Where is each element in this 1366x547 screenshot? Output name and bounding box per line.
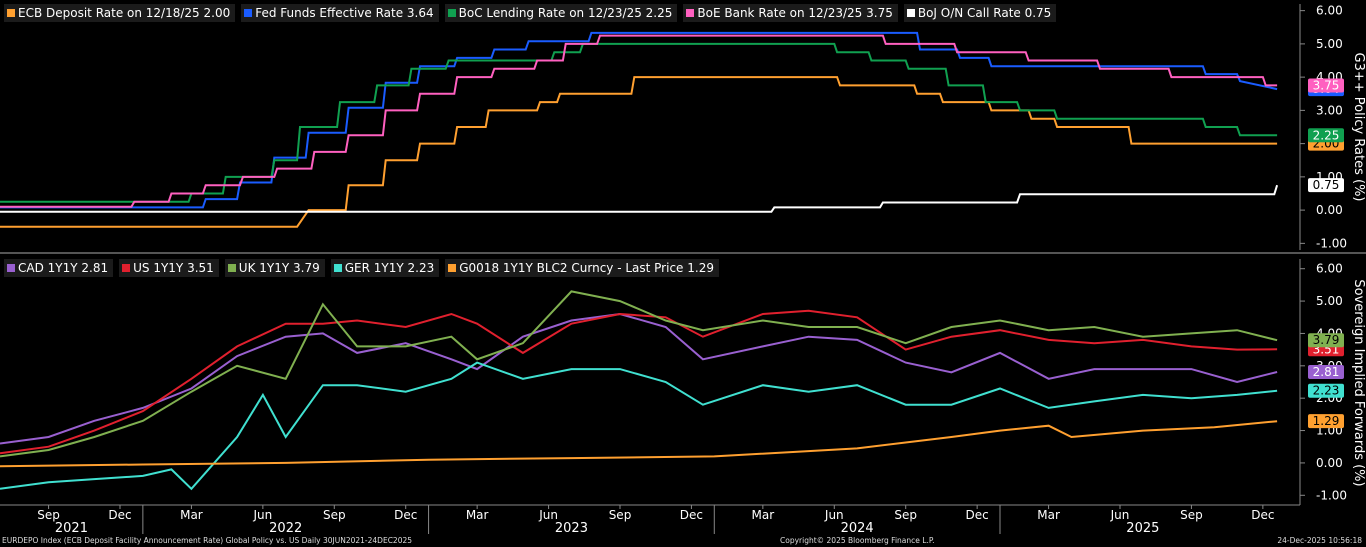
legend-label: G0018 1Y1Y BLC2 Curncy - Last Price 1.29 (459, 261, 714, 275)
legend-label: UK 1Y1Y 3.79 (238, 261, 320, 275)
y-tick-label: 3.00 (1316, 103, 1343, 117)
x-tick-label: Jun (252, 508, 272, 522)
last-value-label: 3.75 (1313, 78, 1340, 92)
series-line (0, 184, 1279, 213)
x-year-label: 2024 (841, 521, 874, 536)
x-tick-label: Dec (394, 508, 417, 522)
legend-label: BoJ O/N Call Rate 0.75 (917, 6, 1052, 20)
legend-item: US 1Y1Y 3.51 (119, 259, 219, 277)
last-value-tag (1308, 383, 1344, 398)
legend-swatch (227, 264, 236, 272)
last-value-tag (1308, 78, 1344, 93)
legend-label: Fed Funds Effective Rate 3.64 (255, 6, 434, 20)
footer-source: EURDEPO Index (ECB Deposit Facility Anno… (2, 536, 413, 545)
legend-swatch (686, 9, 695, 17)
series-line (0, 420, 1278, 468)
last-value-tag (1308, 178, 1344, 193)
series-line (0, 42, 1278, 203)
last-value-tag (1308, 333, 1344, 348)
x-tick-label: Mar (466, 508, 489, 522)
implied-forwards-legend: CAD 1Y1Y 2.81 US 1Y1Y 3.51 UK 1Y1Y 3.79 GER… (4, 259, 719, 277)
legend-label: GER 1Y1Y 2.23 (344, 261, 435, 275)
legend-swatch (7, 9, 15, 17)
legend-label: ECB Deposit Rate on 12/18/25 2.00 (18, 6, 231, 20)
x-tick-label: Sep (1180, 508, 1203, 522)
legend-item: ECB Deposit Rate on 12/18/25 2.00 (4, 4, 236, 22)
legend-item: BoE Bank Rate on 12/23/25 3.75 (683, 4, 898, 22)
legend-item: CAD 1Y1Y 2.81 (4, 259, 114, 277)
y-tick-label: 5.00 (1316, 294, 1343, 308)
y-axis-title: Sovereign Implied Forwards (%) (1351, 279, 1366, 486)
legend-swatch (244, 9, 253, 17)
x-axis: Sep Dec Mar Jun Sep Dec Mar Jun Sep Dec Mar Jun Sep D… (0, 252, 1366, 536)
y-tick-label: 0.00 (1316, 203, 1343, 217)
last-value-label: 0.75 (1313, 178, 1340, 192)
last-value-label: 3.79 (1313, 333, 1340, 347)
x-tick-label: Jun (538, 508, 558, 522)
x-tick-label: Jun (1110, 508, 1130, 522)
x-year-label: 2022 (269, 521, 302, 536)
y-tick-label: 5.00 (1316, 37, 1343, 51)
x-tick-label: Sep (894, 508, 917, 522)
legend-label: BoE Bank Rate on 12/23/25 3.75 (697, 6, 893, 20)
legend-swatch (448, 264, 457, 272)
series-line (0, 34, 1278, 208)
y-tick-label: 6.00 (1316, 4, 1343, 18)
y-axis-title: G3++ Policy Rates (%) (1351, 53, 1366, 202)
x-tick-label: Mar (1037, 508, 1060, 522)
implied-forwards-panel: 6.005.004.003.002.001.000.00-1.00Soverei… (0, 259, 1366, 505)
x-tick-label: Mar (180, 508, 203, 522)
y-tick-label: 0.00 (1316, 456, 1343, 470)
series-line (0, 361, 1278, 491)
legend-swatch (906, 9, 915, 17)
x-year-label: 2021 (55, 521, 88, 536)
legend-item: BoC Lending Rate on 12/23/25 2.25 (444, 4, 678, 22)
legend-label: CAD 1Y1Y 2.81 (18, 261, 109, 275)
legend-item: GER 1Y1Y 2.23 (330, 259, 440, 277)
x-tick-label: Dec (108, 508, 131, 522)
x-tick-label: Sep (37, 508, 60, 522)
legend-item: G0018 1Y1Y BLC2 Curncy - Last Price 1.29 (445, 259, 719, 277)
series-line (0, 290, 1278, 458)
last-value-label: 2.81 (1313, 365, 1340, 379)
last-value-tag (1308, 414, 1344, 429)
series-line (0, 309, 1278, 455)
x-tick-label: Dec (966, 508, 989, 522)
legend-swatch (447, 9, 456, 17)
last-value-tag (1308, 128, 1344, 143)
x-tick-label: Mar (752, 508, 775, 522)
y-tick-label: 6.00 (1316, 262, 1343, 276)
legend-item: BoJ O/N Call Rate 0.75 (903, 4, 1057, 22)
legend-swatch (122, 264, 131, 272)
x-year-label: 2023 (555, 521, 588, 536)
legend-item: Fed Funds Effective Rate 3.64 (241, 4, 439, 22)
legend-swatch (7, 264, 15, 272)
last-value-label: 1.29 (1313, 414, 1340, 428)
legend-item: UK 1Y1Y 3.79 (224, 259, 325, 277)
legend-label: US 1Y1Y 3.51 (133, 261, 214, 275)
policy-rates-legend: ECB Deposit Rate on 12/18/25 2.00 Fed Fun… (4, 4, 1057, 22)
x-tick-label: Dec (1251, 508, 1274, 522)
x-tick-label: Dec (680, 508, 703, 522)
x-tick-label: Jun (824, 508, 844, 522)
series-line (0, 76, 1278, 228)
footer-timestamp: 24-Dec-2025 10:56:18 (1277, 536, 1362, 545)
x-tick-label: Sep (323, 508, 346, 522)
x-tick-label: Sep (609, 508, 632, 522)
legend-label: BoC Lending Rate on 12/23/25 2.25 (458, 6, 673, 20)
x-year-label: 2025 (1126, 521, 1159, 536)
last-value-tag (1308, 364, 1344, 379)
last-value-label: 2.23 (1313, 384, 1340, 398)
y-tick-label: -1.00 (1316, 236, 1347, 250)
series-line (0, 31, 1278, 209)
last-value-label: 2.25 (1313, 128, 1340, 142)
y-tick-label: -1.00 (1316, 488, 1347, 502)
footer-copyright: Copyright© 2025 Bloomberg Finance L.P. (780, 536, 935, 545)
legend-swatch (333, 264, 342, 272)
